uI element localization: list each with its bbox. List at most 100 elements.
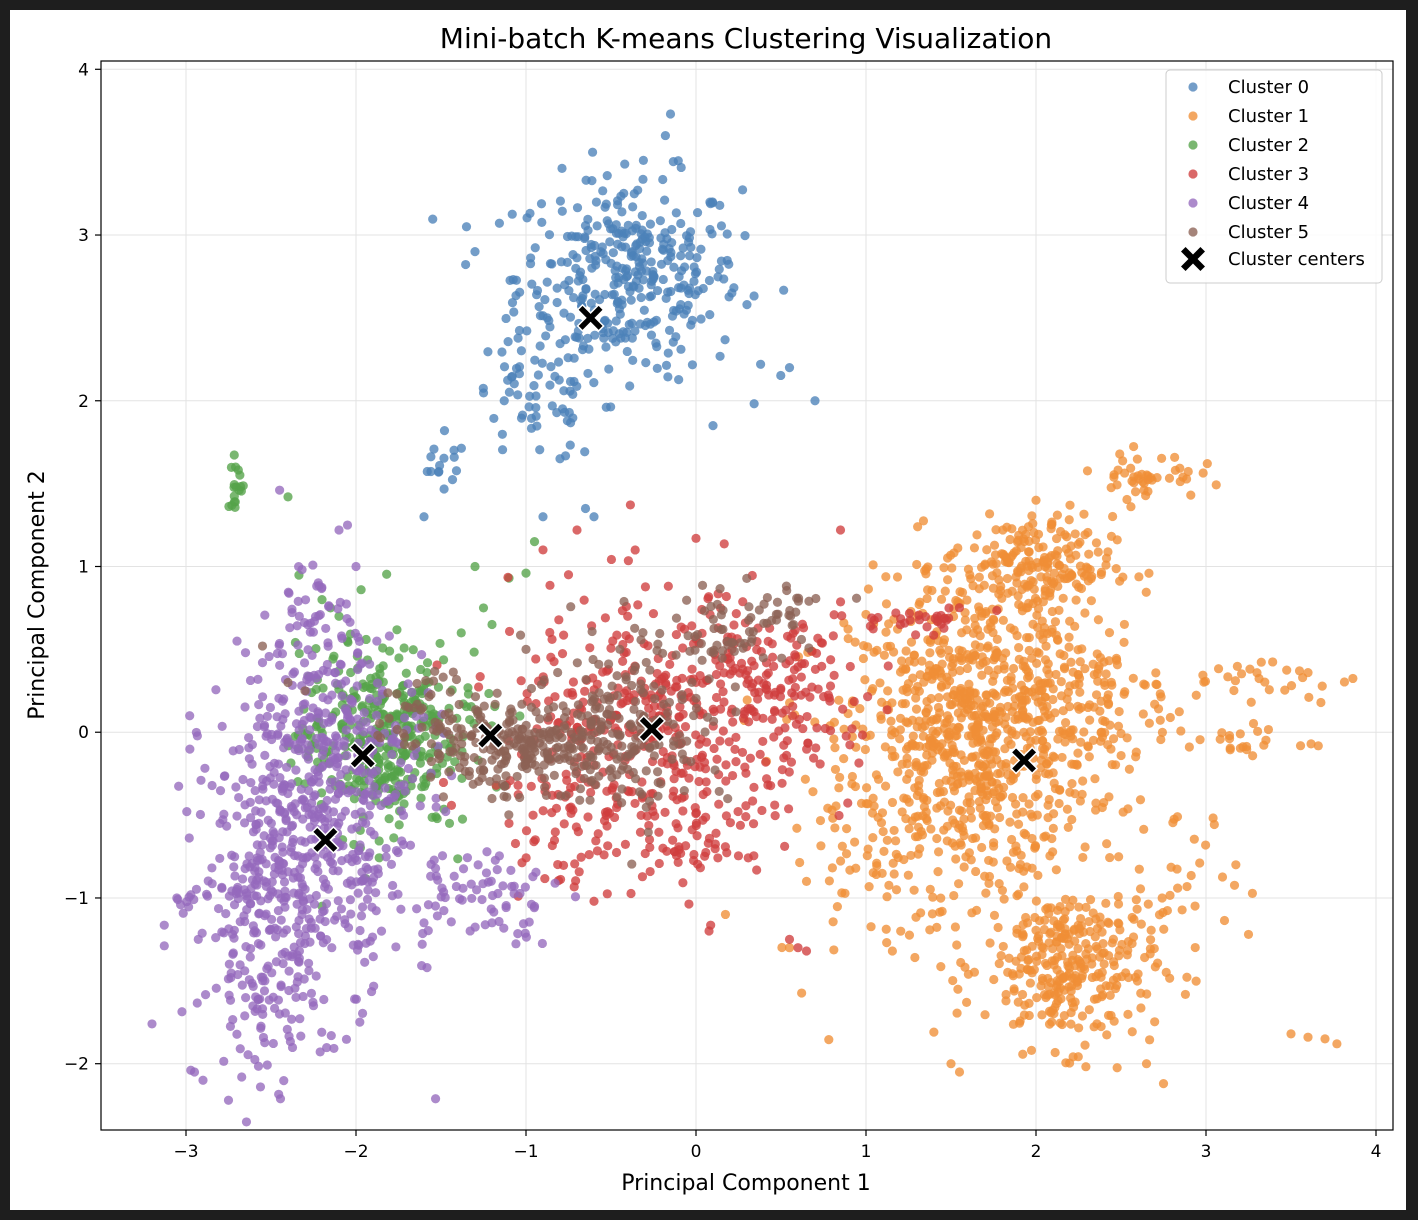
data-point [502,752,512,762]
data-point [663,726,673,736]
data-point [525,208,535,218]
series-cluster-5 [257,573,862,869]
data-point [1080,1040,1090,1050]
data-point [767,714,777,724]
data-point [374,759,384,769]
data-point [1136,919,1146,929]
data-point [1068,1002,1079,1012]
data-point [473,709,483,719]
data-point [595,703,605,713]
data-point [1248,751,1258,761]
data-point [326,1030,336,1041]
data-point [445,747,455,757]
data-point [935,645,945,655]
data-point [261,796,271,806]
data-point [568,250,578,260]
data-point [1190,942,1200,953]
data-point [911,693,921,703]
data-point [880,781,891,791]
data-point [1165,890,1175,901]
data-point [416,664,426,675]
data-point [1119,619,1130,630]
data-point [915,844,925,854]
data-point [347,824,357,834]
data-point [995,812,1005,823]
data-point [729,620,739,630]
data-point [1295,741,1306,751]
data-point [738,713,749,723]
data-point [1182,881,1192,892]
data-point [577,730,587,740]
data-point [487,619,497,630]
data-point [1191,690,1201,700]
data-point [305,822,315,832]
data-point [271,957,282,967]
data-point [728,717,738,727]
data-point [300,699,310,709]
data-point [483,347,493,357]
data-point [881,924,891,934]
data-point [797,988,807,998]
data-point [174,781,184,791]
data-point [684,773,694,783]
data-point [337,856,347,866]
data-point [337,691,347,701]
data-point [630,774,641,784]
data-point [1124,764,1134,774]
data-point [1146,473,1156,483]
data-point [953,984,963,994]
data-point [585,795,595,805]
data-point [1134,864,1144,874]
data-point [633,600,643,610]
data-point [314,611,324,621]
data-point [607,681,617,691]
scatter-chart: Mini-batch K-means Clustering Visualizat… [25,22,1394,1196]
data-point [608,224,618,234]
data-point [1122,733,1132,743]
data-point [557,648,568,659]
data-point [1078,852,1088,863]
data-point [1002,522,1012,532]
data-point [438,672,448,682]
data-point [1135,884,1146,894]
data-point [1157,727,1168,737]
data-point [340,915,350,925]
data-point [893,767,903,777]
x-tick-label: 1 [861,1142,872,1162]
data-point [248,1001,258,1011]
data-point [653,777,663,788]
data-point [990,747,1001,757]
data-point [944,603,954,613]
data-point [1055,649,1065,659]
data-point [503,375,513,385]
data-point [1151,679,1161,689]
data-point [1133,471,1143,481]
data-point [601,199,611,209]
data-point [516,676,526,686]
data-point [976,562,987,572]
data-point [700,764,711,774]
data-point [635,237,645,247]
data-point [545,580,555,590]
data-point [974,760,984,770]
data-point [1023,955,1033,966]
data-point [959,862,969,872]
data-point [602,666,612,676]
data-point [308,627,318,637]
data-point [608,636,618,646]
data-point [240,702,250,712]
data-point [538,545,548,555]
data-point [1202,458,1212,469]
data-point [559,721,569,731]
data-point [646,789,656,799]
data-point [991,652,1001,663]
data-point [557,206,567,216]
data-point [1008,683,1018,693]
data-point [774,726,784,736]
data-point [1065,500,1075,510]
data-point [749,399,759,409]
data-point [953,708,963,718]
data-point [342,520,353,530]
data-point [317,1027,327,1037]
data-point [860,675,870,685]
